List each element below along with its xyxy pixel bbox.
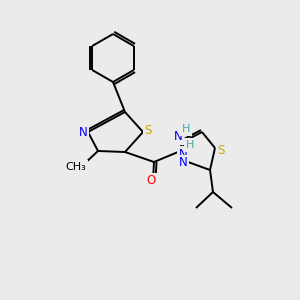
Text: H: H — [182, 124, 190, 134]
Text: N: N — [178, 148, 188, 160]
Text: S: S — [217, 143, 225, 157]
Text: N: N — [178, 157, 188, 169]
Text: N: N — [174, 130, 182, 143]
Text: O: O — [146, 175, 156, 188]
Text: N: N — [79, 125, 87, 139]
Text: S: S — [144, 124, 152, 136]
Text: H: H — [186, 140, 194, 150]
Text: CH₃: CH₃ — [66, 162, 86, 172]
